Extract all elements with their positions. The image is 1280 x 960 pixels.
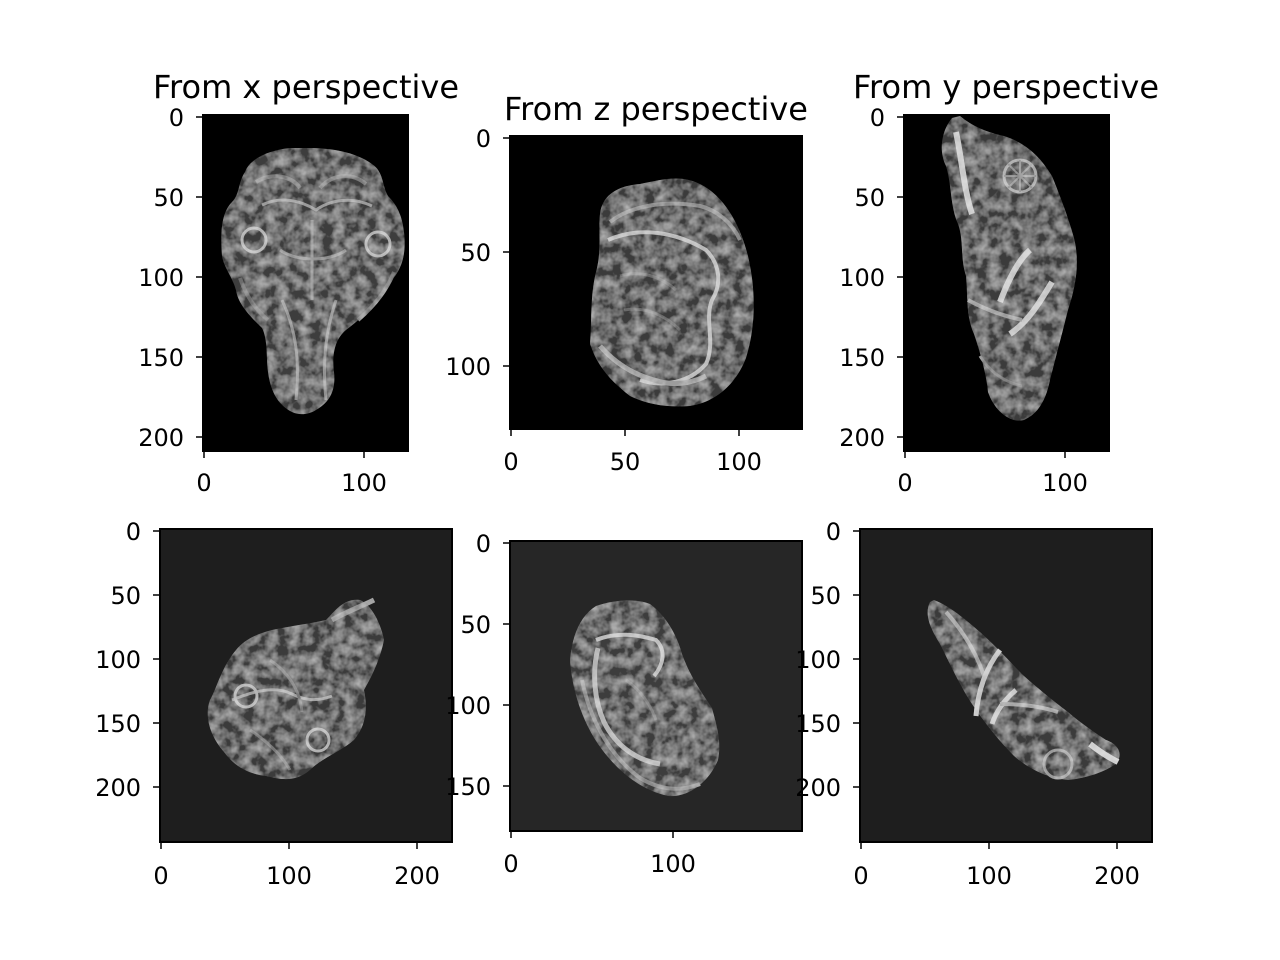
ytick-label: 100: [445, 353, 491, 381]
ytick-label: 0: [476, 125, 491, 153]
ytick-label: 100: [795, 646, 841, 674]
xtick-label: 100: [650, 850, 696, 878]
panel-bottom-right: 0 50 100 150 200 0 100 200: [795, 518, 1152, 890]
ytick-label: 50: [153, 184, 184, 212]
ytick-label: 50: [460, 239, 491, 267]
xtick-label: 100: [966, 862, 1012, 890]
xtick-label: 0: [196, 469, 211, 497]
ytick-label: 50: [110, 582, 141, 610]
ytick-label: 0: [169, 104, 184, 132]
ytick-label: 0: [476, 530, 491, 558]
panel-top-left: From x perspective 0 50 100 150 200 0 10…: [138, 68, 459, 497]
ytick-label: 0: [826, 518, 841, 546]
ytick-label: 50: [854, 184, 885, 212]
xtick-label: 100: [716, 448, 762, 476]
ytick-label: 0: [870, 104, 885, 132]
xtick-label: 200: [1094, 862, 1140, 890]
ytick-label: 100: [95, 646, 141, 674]
xtick-label: 50: [610, 448, 641, 476]
xtick-label: 0: [153, 862, 168, 890]
ytick-label: 150: [445, 773, 491, 801]
ytick-label: 200: [839, 424, 885, 452]
xtick-label: 100: [1042, 469, 1088, 497]
xtick-label: 100: [341, 469, 387, 497]
ytick-label: 150: [95, 710, 141, 738]
xtick-label: 100: [266, 862, 312, 890]
ytick-label: 200: [138, 424, 184, 452]
ytick-label: 200: [95, 774, 141, 802]
xtick-label: 200: [394, 862, 440, 890]
panel-title-y: From y perspective: [853, 68, 1159, 106]
xtick-label: 0: [853, 862, 868, 890]
ytick-label: 100: [138, 264, 184, 292]
panel-bottom-left: 0 50 100 150 200 0 100 200: [95, 518, 452, 890]
ytick-label: 100: [445, 692, 491, 720]
ytick-label: 150: [138, 344, 184, 372]
ytick-label: 150: [795, 710, 841, 738]
ytick-label: 0: [126, 518, 141, 546]
ytick-label: 100: [839, 264, 885, 292]
xtick-label: 0: [503, 850, 518, 878]
panel-top-middle: From z perspective 0 50 100 0 50 100: [445, 90, 808, 476]
panel-bottom-middle: 0 50 100 150 0 100: [445, 530, 802, 878]
ytick-label: 50: [460, 611, 491, 639]
ytick-label: 50: [810, 582, 841, 610]
panel-top-right: From y perspective 0 50 100 150 200 0 10…: [839, 68, 1159, 497]
xtick-label: 0: [503, 448, 518, 476]
ytick-label: 150: [839, 344, 885, 372]
panel-title-z: From z perspective: [504, 90, 808, 128]
panel-title-x: From x perspective: [153, 68, 459, 106]
ytick-label: 200: [795, 774, 841, 802]
xtick-label: 0: [897, 469, 912, 497]
brain-slice-z: [590, 179, 754, 407]
